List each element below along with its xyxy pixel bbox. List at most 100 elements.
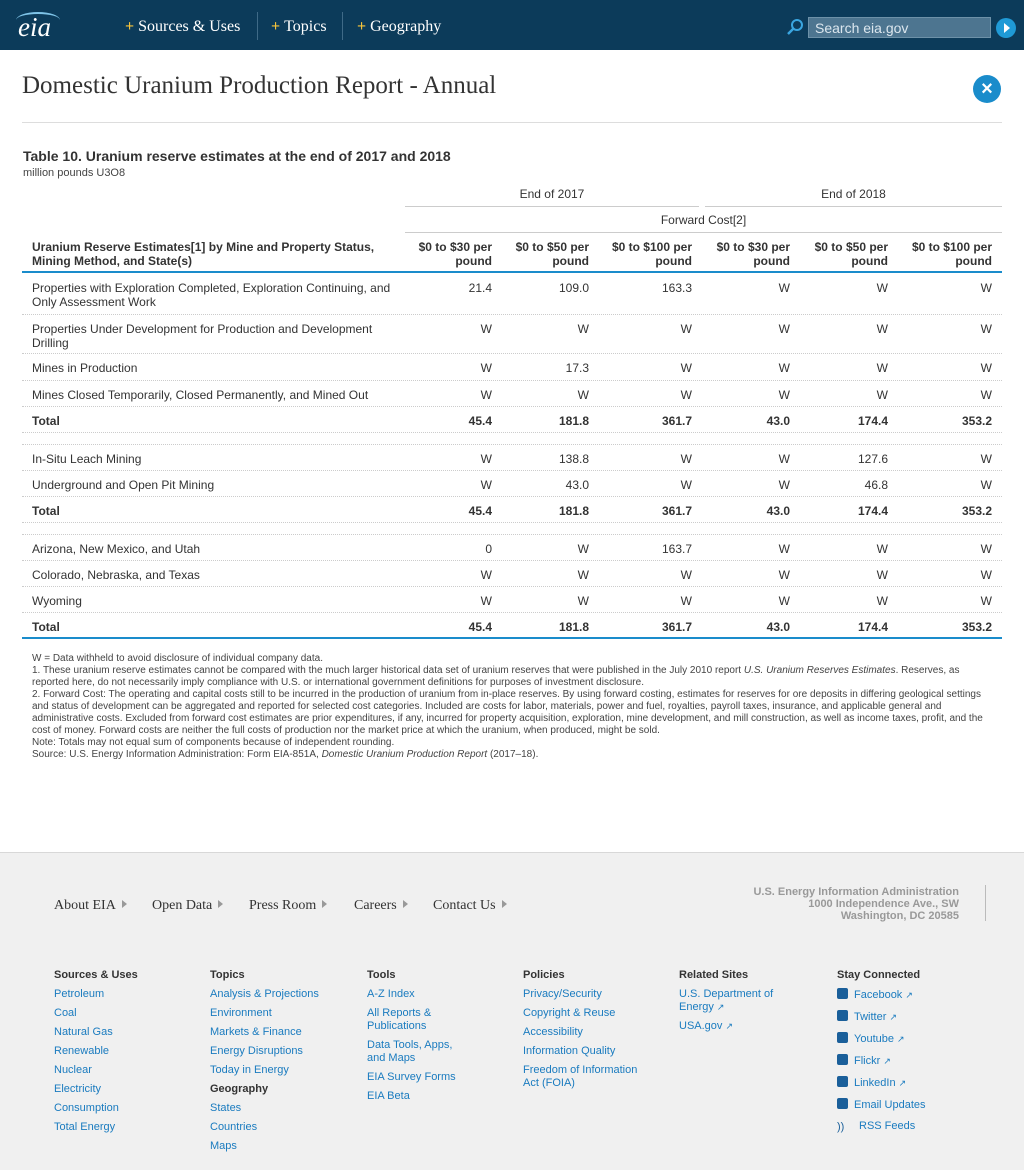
cell: 0 — [485, 542, 492, 556]
column-header: $0 to $50 per pound — [814, 240, 888, 268]
cell: W — [876, 568, 888, 582]
footer-link[interactable]: Renewable — [54, 1045, 110, 1057]
footer-link[interactable]: Environment — [210, 1007, 272, 1019]
cell: W — [778, 568, 790, 582]
footer-link[interactable]: Maps — [210, 1140, 237, 1152]
plus-icon: + — [271, 18, 281, 35]
top-nav: eia + Sources & Uses + Topics + Geography — [0, 0, 1024, 50]
footer-link[interactable]: Natural Gas — [54, 1026, 113, 1038]
cell: 127.6 — [857, 452, 888, 466]
twitter-icon — [837, 1010, 848, 1021]
cell: W — [680, 361, 692, 375]
footer-link-open-data[interactable]: Open Data — [152, 898, 224, 914]
footer-col-policies: Policies Privacy/Security Copyright & Re… — [523, 969, 653, 1096]
column-header: $0 to $30 per pound — [716, 240, 790, 268]
divider — [22, 122, 1002, 123]
cell: W — [577, 594, 589, 608]
plus-icon: + — [357, 18, 367, 35]
cell: W — [980, 322, 992, 336]
footer-col-heading: Tools — [367, 969, 396, 981]
footer-link-label: Press Room — [249, 898, 317, 913]
footer-col-heading: Policies — [523, 969, 565, 981]
page-title: Domestic Uranium Production Report - Ann… — [22, 72, 497, 99]
footer-link[interactable]: Consumption — [54, 1102, 119, 1114]
footer-link[interactable]: EIA Beta — [367, 1090, 410, 1102]
cell: W — [680, 322, 692, 336]
note-text: (2017–18). — [487, 749, 539, 760]
footer-link[interactable]: Countries — [210, 1121, 258, 1133]
column-header: $0 to $100 per pound — [611, 240, 692, 268]
cell: W — [778, 361, 790, 375]
footer-link-usagov[interactable]: USA.gov ↗ — [679, 1020, 799, 1033]
footer-link[interactable]: EIA Survey Forms — [367, 1071, 456, 1083]
social-label: Flickr — [854, 1055, 881, 1067]
footer-link[interactable]: Information Quality — [523, 1045, 616, 1057]
close-button[interactable]: × — [973, 75, 1001, 103]
note-italic: U.S. Uranium Reserves Estimates — [743, 665, 896, 676]
social-linkedin[interactable]: LinkedIn ↗ — [837, 1076, 977, 1090]
social-rss[interactable]: )) RSS Feeds — [837, 1120, 977, 1133]
eia-logo[interactable]: eia — [16, 8, 62, 42]
external-link-icon: ↗ — [889, 1012, 898, 1022]
table-title: Table 10. Uranium reserve estimates at t… — [23, 148, 451, 164]
footer-link-careers[interactable]: Careers — [354, 898, 408, 914]
social-youtube[interactable]: Youtube ↗ — [837, 1032, 977, 1046]
footer-link[interactable]: Petroleum — [54, 988, 105, 1000]
table-row: Colorado, Nebraska, and Texas W W W W W … — [22, 561, 1002, 587]
cell: W — [980, 361, 992, 375]
footer-col-sources: Sources & Uses Petroleum Coal Natural Ga… — [54, 969, 204, 1140]
footer-link[interactable]: Accessibility — [523, 1026, 583, 1038]
table-row-spacer — [22, 523, 1002, 535]
search-icon[interactable] — [786, 18, 804, 36]
social-email[interactable]: Email Updates — [837, 1098, 977, 1112]
footer-link[interactable]: Total Energy — [54, 1121, 116, 1133]
cell: W — [480, 361, 492, 375]
social-flickr[interactable]: Flickr ↗ — [837, 1054, 977, 1068]
search-submit-button[interactable] — [996, 18, 1016, 38]
caret-right-icon — [322, 900, 328, 908]
table-row-total: Total 45.4 181.8 361.7 43.0 174.4 353.2 — [22, 613, 1002, 638]
external-link-icon: ↗ — [883, 1056, 891, 1066]
footer-link[interactable]: Today in Energy — [210, 1064, 289, 1076]
footer-link[interactable]: States — [210, 1102, 242, 1114]
nav-sources-uses[interactable]: + Sources & Uses — [125, 0, 240, 50]
footer-link-about[interactable]: About EIA — [54, 898, 127, 914]
social-twitter[interactable]: Twitter ↗ — [837, 1010, 977, 1024]
footer-link[interactable]: Copyright & Reuse — [523, 1007, 616, 1019]
footer-link[interactable]: Freedom of Information Act (FOIA) — [523, 1064, 638, 1089]
row-label: In-Situ Leach Mining — [32, 452, 142, 466]
table-row-total: Total 45.4 181.8 361.7 43.0 174.4 353.2 — [22, 497, 1002, 523]
footer-link[interactable]: All Reports & Publications — [367, 1007, 432, 1032]
cell: W — [480, 388, 492, 402]
footer-link[interactable]: A-Z Index — [367, 988, 415, 1000]
nav-topics[interactable]: + Topics — [271, 0, 327, 50]
footer-link[interactable]: Energy Disruptions — [210, 1045, 303, 1057]
caret-right-icon — [402, 900, 408, 908]
nav-geography[interactable]: + Geography — [357, 0, 441, 50]
header-rule — [705, 206, 1002, 207]
note-w: W = Data withheld to avoid disclosure of… — [32, 653, 323, 664]
social-facebook[interactable]: Facebook ↗ — [837, 988, 977, 1002]
footer-col-heading: Topics — [210, 969, 245, 981]
note-rounding: Note: Totals may not equal sum of compon… — [32, 737, 395, 748]
footer-link-doe[interactable]: U.S. Department of Energy ↗ — [679, 988, 799, 1014]
row-label: Wyoming — [32, 594, 82, 608]
search-input[interactable] — [808, 17, 991, 38]
footer-link[interactable]: Coal — [54, 1007, 77, 1019]
footer-link[interactable]: Electricity — [54, 1083, 102, 1095]
cell: W — [876, 542, 888, 556]
footer-link[interactable]: Data Tools, Apps, and Maps — [367, 1039, 453, 1064]
footer-link[interactable]: Markets & Finance — [210, 1026, 302, 1038]
footer-link[interactable]: Nuclear — [54, 1064, 92, 1076]
row-label: Colorado, Nebraska, and Texas — [32, 568, 200, 582]
footer-link-label: About EIA — [54, 898, 116, 913]
footer-link-contact[interactable]: Contact Us — [433, 898, 507, 914]
footer-link[interactable]: Privacy/Security — [523, 988, 602, 1000]
cell: 181.8 — [558, 414, 589, 428]
cell: 361.7 — [661, 504, 692, 518]
footer: About EIA Open Data Press Room Careers C… — [0, 852, 1024, 1170]
social-label: LinkedIn — [854, 1077, 896, 1089]
footer-link[interactable]: Analysis & Projections — [210, 988, 319, 1000]
cell: W — [876, 322, 888, 336]
footer-link-press-room[interactable]: Press Room — [249, 898, 328, 914]
